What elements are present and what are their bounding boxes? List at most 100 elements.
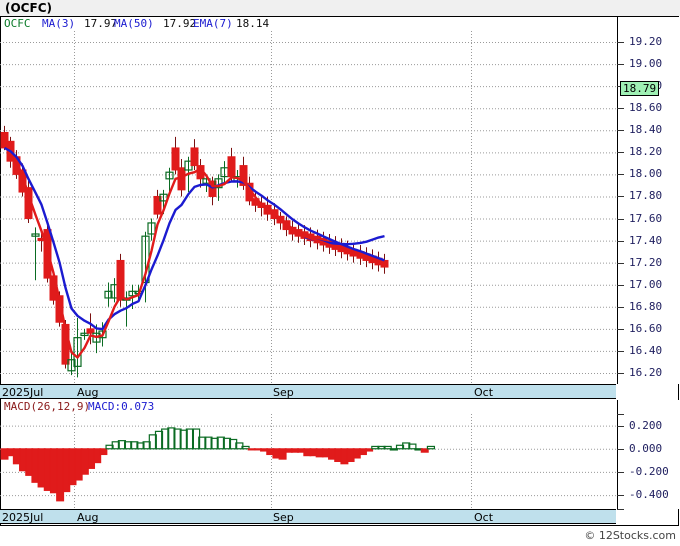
price-tick-label: 17.60: [629, 211, 663, 225]
macd-bar: [93, 448, 102, 464]
price-tick-mark: [617, 196, 624, 198]
macd-bar: [105, 444, 114, 450]
macd-bar: [204, 436, 213, 450]
legend-symbol: OCFC: [4, 17, 31, 30]
date-axis-label: Sep: [273, 511, 294, 524]
macd-bar: [377, 445, 386, 450]
macd-axis: 0.200 0.000 -0.200 -0.400: [617, 400, 679, 510]
candlestick: [31, 227, 40, 281]
copyright-notice: © 12Stocks.com: [584, 529, 676, 542]
price-tick-mark: [617, 240, 624, 242]
price-tick-mark: [617, 152, 624, 154]
macd-bar: [185, 428, 194, 450]
price-tick-mark: [617, 306, 624, 308]
candlestick: [208, 176, 217, 206]
macd-bar: [154, 430, 164, 450]
macd-bar: [179, 429, 188, 450]
legend-ma3-value: 17.97: [84, 17, 118, 30]
macd-tick-label: -0.200: [629, 464, 669, 478]
macd-bar: [142, 441, 151, 450]
price-plot-area[interactable]: [0, 31, 616, 384]
price-tick-label: 18.20: [629, 145, 663, 159]
macd-plot-area[interactable]: [0, 414, 616, 509]
macd-tick-mark: [617, 425, 624, 427]
macd-tick-mark: [617, 495, 624, 497]
macd-bar: [130, 441, 139, 450]
legend-ma50-value: 17.92: [163, 17, 197, 30]
price-tick-mark: [617, 174, 624, 176]
price-tick-label: 17.80: [629, 189, 663, 203]
macd-bar: [241, 445, 250, 450]
price-tick-mark: [617, 328, 624, 330]
legend-ema7-label: EMA(7): [193, 17, 233, 30]
macd-axis-line: [617, 400, 618, 509]
macd-tick-mark: [617, 414, 624, 415]
macd-bar: [395, 444, 405, 450]
price-tick-label: 16.80: [629, 299, 663, 313]
candlestick: [147, 218, 156, 241]
macd-bar: [167, 427, 176, 450]
macd-bar: [426, 445, 436, 450]
price-tick-mark: [617, 130, 624, 132]
macd-bar: [371, 445, 380, 450]
macd-bar: [191, 428, 201, 450]
price-tick-mark: [617, 262, 624, 264]
macd-bar: [383, 445, 392, 450]
price-tick-mark: [617, 64, 624, 66]
macd-bar: [389, 448, 398, 451]
macd-bar: [278, 448, 287, 460]
moving-average-line: [3, 146, 385, 331]
macd-bar: [420, 448, 429, 453]
price-tick-mark: [617, 372, 624, 374]
macd-bar: [210, 437, 219, 450]
legend-ma50-label: MA(50): [114, 17, 154, 30]
macd-tick-mark: [617, 448, 624, 450]
macd-bar: [402, 442, 411, 450]
macd-legend-label: MACD(26,12,9): [4, 400, 91, 413]
macd-bar: [198, 436, 207, 450]
price-tick-label: 16.20: [629, 365, 663, 379]
macd-tick-mark: [617, 509, 624, 510]
candlestick: [239, 156, 248, 190]
date-axis-label: 2025Jul: [2, 511, 44, 524]
macd-tick-label: -0.400: [629, 488, 669, 502]
price-tick-label: 16.40: [629, 343, 663, 357]
date-axis-label: Sep: [273, 386, 294, 399]
chart-frame: [0, 16, 679, 526]
candlestick: [86, 313, 95, 345]
price-tick-mark: [617, 350, 624, 352]
price-tick-label: 18.00: [629, 167, 663, 181]
candlestick: [165, 167, 174, 193]
macd-bar: [365, 448, 374, 452]
moving-average-line: [15, 160, 385, 359]
price-tick-label: 16.60: [629, 321, 663, 335]
price-tick-label: 19.00: [629, 57, 663, 71]
price-tick-mark: [617, 218, 624, 220]
macd-bar: [173, 428, 182, 450]
macd-bar: [222, 437, 232, 450]
price-tick-label: 19.20: [629, 35, 663, 49]
candlestick: [190, 139, 199, 170]
price-candlestick-svg: [0, 31, 616, 384]
date-axis-label: Oct: [474, 511, 494, 524]
price-axis: 19.2019.0018.8018.6018.4018.2018.0017.80…: [617, 17, 679, 384]
macd-bar: [408, 443, 417, 450]
price-tick-mark: [617, 42, 624, 44]
price-tick-label: 17.20: [629, 255, 663, 269]
price-tick-label: 17.00: [629, 277, 663, 291]
macd-bar: [99, 448, 108, 456]
macd-bar: [358, 448, 367, 456]
candlestick: [171, 136, 180, 175]
macd-bar: [148, 434, 157, 450]
date-axis-price: 2025Jul Aug Sep Oct: [0, 384, 616, 399]
candlestick: [67, 353, 76, 376]
macd-histogram-svg: [0, 414, 616, 509]
date-axis-label: Aug: [77, 386, 99, 399]
last-price-tag: 18.79: [620, 81, 660, 97]
candlestick: [18, 163, 27, 197]
page-title: (OCFC): [5, 1, 52, 15]
macd-bar: [111, 441, 120, 450]
macd-tick-label: 0.200: [629, 418, 663, 432]
price-legend: OCFC MA(3) 17.97 MA(50) 17.92 EMA(7) 18.…: [0, 17, 616, 31]
